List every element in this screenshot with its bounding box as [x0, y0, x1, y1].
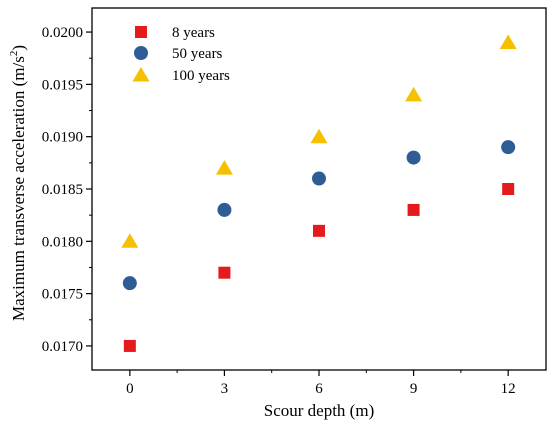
data-point-circle	[217, 202, 232, 217]
data-point-circle	[122, 276, 137, 291]
y-tick-label: 0.0185	[42, 182, 83, 198]
data-point-square	[218, 266, 231, 279]
data-point-triangle	[405, 86, 423, 102]
data-point-circle	[312, 171, 326, 186]
data-point-triangle	[121, 233, 139, 248]
legend-marker-square	[135, 26, 147, 38]
x-tick-label: 3	[221, 381, 229, 397]
data-point-square	[502, 183, 515, 195]
y-axis-title-main: Maximum transverse acceleration (m/s	[9, 56, 28, 321]
data-point-circle	[406, 150, 421, 165]
data-point-square	[123, 339, 136, 352]
y-tick-label: 0.0195	[42, 77, 83, 93]
data-point-triangle	[310, 128, 328, 144]
y-tick-label: 0.0180	[42, 234, 83, 250]
plot-frame	[91, 7, 547, 371]
y-tick-label: 0.0175	[42, 287, 83, 303]
y-tick-label: 0.0190	[42, 130, 83, 146]
data-marks	[121, 34, 517, 352]
x-tick-label: 6	[315, 381, 323, 397]
y-tick-label: 0.0200	[42, 25, 83, 41]
plot-axes	[91, 7, 547, 371]
data-point-square	[407, 203, 420, 216]
series-0	[123, 183, 515, 352]
x-tick-label: 12	[501, 381, 516, 397]
legend-marker-triangle	[132, 67, 150, 82]
data-point-triangle	[499, 34, 517, 50]
y-tick-label: 0.0170	[42, 339, 83, 355]
series-2	[121, 34, 517, 248]
legend-label: 100 years	[172, 68, 230, 84]
x-tick-label: 9	[410, 381, 418, 397]
axis-ticks: 0 3 6 9 12 0.0170 0.0175 0.0180 0.0185 0.0190 0.01…	[42, 25, 516, 397]
legend-marker-circle	[134, 46, 148, 60]
legend: 8 years 50 years 100 years	[132, 25, 230, 84]
legend-label: 50 years	[172, 46, 223, 62]
series-1	[122, 140, 516, 291]
data-point-triangle	[215, 160, 233, 175]
x-axis-title: Scour depth (m)	[264, 401, 374, 420]
data-point-square	[313, 224, 325, 237]
data-point-circle	[501, 140, 516, 155]
x-tick-label: 0	[126, 381, 134, 397]
y-axis-title-end: )	[9, 45, 28, 51]
legend-label: 8 years	[172, 25, 215, 41]
y-axis-title: Maximum transverse acceleration (m/s2)	[8, 45, 28, 321]
y-axis-title-superscript: 2	[8, 51, 20, 57]
